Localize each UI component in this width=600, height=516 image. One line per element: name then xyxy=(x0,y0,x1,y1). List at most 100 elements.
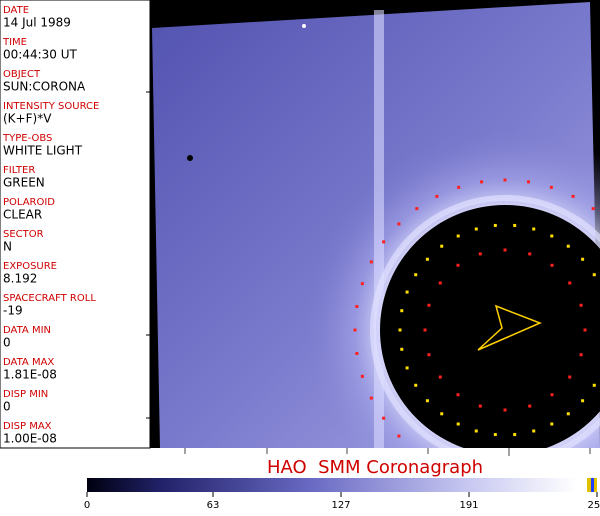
overlay-dot xyxy=(474,429,478,433)
field-label: SECTOR xyxy=(3,229,44,240)
overlay-dot xyxy=(414,273,418,277)
field-value: SUN:CORONA xyxy=(3,80,86,94)
overlay-dot xyxy=(528,252,532,256)
colorbar-end-stripe xyxy=(591,478,594,492)
overlay-dot xyxy=(503,178,507,182)
overlay-dot xyxy=(425,399,429,403)
overlay-dot xyxy=(572,462,575,465)
overlay-dot xyxy=(550,393,554,397)
overlay-dot xyxy=(478,252,482,256)
overlay-dot xyxy=(427,303,431,307)
overlay-dot xyxy=(503,408,507,412)
field-value: 0 xyxy=(3,400,11,414)
overlay-dot xyxy=(480,180,484,184)
overlay-dot xyxy=(405,366,409,370)
overlay-dot xyxy=(568,375,572,379)
overlay-dot xyxy=(427,353,431,357)
field-value: 1.81E-08 xyxy=(3,368,57,382)
frame-ticks xyxy=(146,91,150,419)
overlay-dot xyxy=(382,416,386,420)
overlay-dot xyxy=(550,422,554,426)
overlay-dot xyxy=(566,412,570,416)
overlay-dot xyxy=(513,223,517,227)
field-value: 1.00E-08 xyxy=(3,432,57,446)
overlay-dot xyxy=(592,383,596,387)
overlay-dot xyxy=(592,450,595,453)
overlay-dot xyxy=(405,290,409,294)
field-label: TIME xyxy=(2,37,27,48)
overlay-dot xyxy=(397,222,401,226)
overlay-dot xyxy=(581,399,585,403)
overlay-dot xyxy=(353,328,357,332)
field-label: INTENSITY SOURCE xyxy=(3,101,99,112)
corona-image xyxy=(152,2,600,474)
overlay-dot xyxy=(438,375,442,379)
field-value: 0 xyxy=(3,336,11,350)
overlay-dot xyxy=(591,207,595,211)
colorbar-tick-label: 191 xyxy=(459,500,478,511)
overlay-dot xyxy=(435,194,439,198)
overlay-dot xyxy=(493,433,497,437)
overlay-dot xyxy=(456,263,460,267)
overlay-dot xyxy=(581,257,585,261)
field-value: (K+F)*V xyxy=(3,112,52,126)
bottom-axis xyxy=(184,448,591,456)
overlay-dot xyxy=(579,303,583,307)
field-label: TYPE-OBS xyxy=(2,133,52,144)
overlay-dot xyxy=(528,404,532,408)
field-label: OBJECT xyxy=(3,69,41,80)
overlay-dot xyxy=(456,393,460,397)
overlay-dot xyxy=(440,244,444,248)
overlay-dot xyxy=(355,305,359,309)
overlay-dot xyxy=(400,347,404,351)
overlay-dot xyxy=(532,429,536,433)
field-value: N xyxy=(3,240,12,254)
field-value: CLEAR xyxy=(3,208,42,222)
field-label: EXPOSURE xyxy=(3,261,57,272)
overlay-dot xyxy=(425,257,429,261)
overlay-dot xyxy=(423,328,427,332)
overlay-dot xyxy=(415,207,419,211)
overlay-dot xyxy=(360,282,364,286)
field-label: SPACECRAFT ROLL xyxy=(3,293,96,304)
field-value: WHITE LIGHT xyxy=(3,144,83,158)
overlay-dot xyxy=(355,351,359,355)
field-value: GREEN xyxy=(3,176,45,190)
field-label: POLAROID xyxy=(3,197,55,208)
overlay-dot xyxy=(415,450,418,453)
overlay-dot xyxy=(503,248,507,252)
overlay-dot xyxy=(398,328,402,332)
field-label: DATA MIN xyxy=(3,325,51,336)
overlay-dot xyxy=(456,234,460,238)
overlay-dot xyxy=(583,328,587,332)
overlay-dot xyxy=(400,309,404,313)
overlay-dot xyxy=(592,273,596,277)
field-label: DATE xyxy=(3,5,29,16)
field-value: -19 xyxy=(3,304,23,318)
overlay-dot xyxy=(513,433,517,437)
overlay-dot xyxy=(579,353,583,357)
overlay-dot xyxy=(369,396,373,400)
overlay-dot xyxy=(457,185,461,189)
colorbar-tick-label: 63 xyxy=(207,500,220,511)
overlay-dot xyxy=(550,471,553,474)
overlay-dot xyxy=(532,227,536,231)
colorbar xyxy=(87,478,587,492)
info-panel xyxy=(0,0,151,449)
overlay-dot xyxy=(414,383,418,387)
plot-title: HAO SMM Coronagraph xyxy=(267,457,483,478)
overlay-dot xyxy=(456,422,460,426)
colorbar-tick-label: 127 xyxy=(331,500,350,511)
colorbar-tick-label: 0 xyxy=(84,500,90,511)
overlay-dot xyxy=(382,240,386,244)
overlay-dot xyxy=(478,404,482,408)
overlay-dot xyxy=(438,281,442,285)
overlay-dot xyxy=(550,234,554,238)
field-value: 14 Jul 1989 xyxy=(3,16,71,30)
overlay-dot xyxy=(568,281,572,285)
field-value: 8.192 xyxy=(3,272,37,286)
overlay-dot xyxy=(571,194,575,198)
overlay-dot xyxy=(360,374,364,378)
field-label: DISP MIN xyxy=(3,389,48,400)
